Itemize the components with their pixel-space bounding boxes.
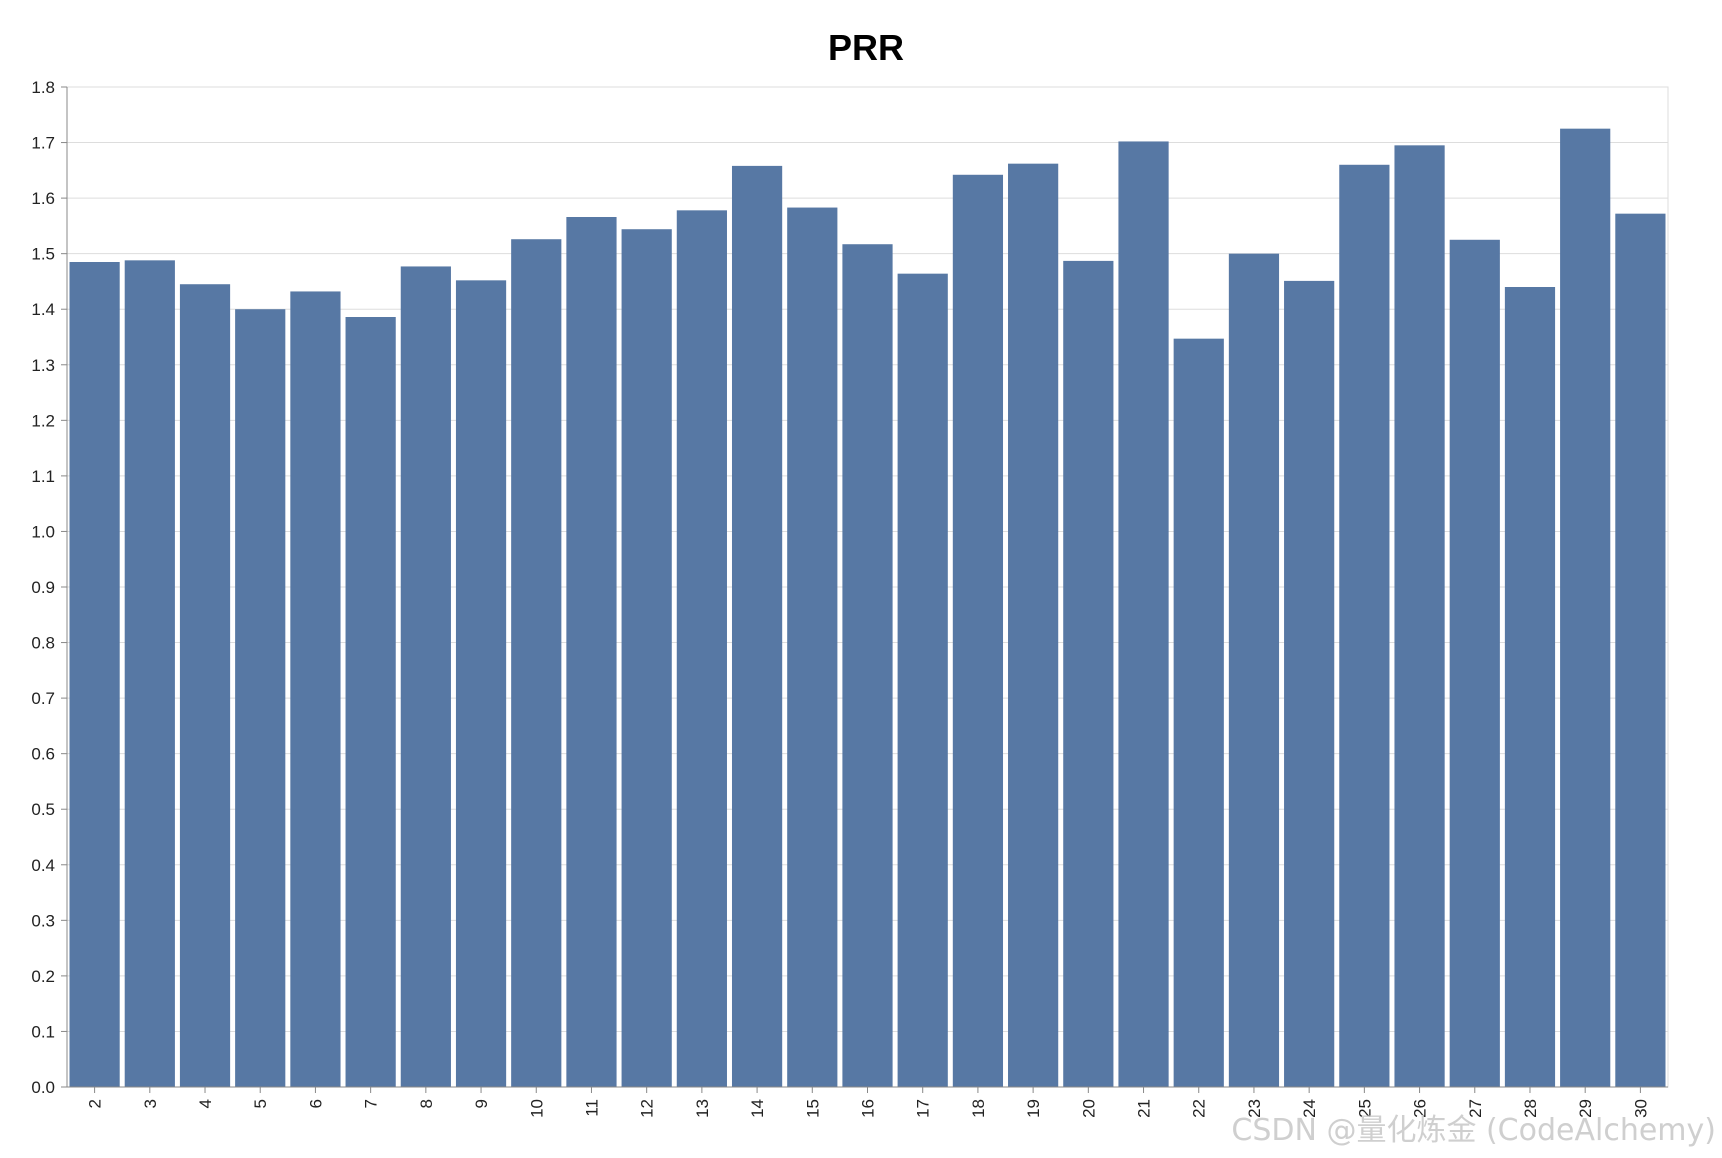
y-tick-label: 1.0	[31, 522, 55, 541]
x-tick-label: 28	[1521, 1099, 1540, 1118]
bar	[1228, 253, 1280, 1087]
bar	[1449, 239, 1500, 1087]
bar	[566, 217, 617, 1087]
x-tick-label: 12	[638, 1099, 657, 1118]
bar	[787, 207, 838, 1088]
x-tick-label: 15	[803, 1099, 822, 1118]
x-tick-label: 4	[196, 1099, 215, 1108]
y-tick-label: 0.7	[31, 689, 55, 708]
x-tick-label: 10	[527, 1099, 546, 1118]
bar	[1284, 280, 1335, 1087]
x-tick-labels: 2 3 4 5 6 7 8 9 10 11 12 13 14 15 16 17 18 19 20 21 22 23 24 25…	[86, 1099, 1651, 1118]
x-tick-label: 19	[1024, 1099, 1043, 1118]
y-tick-label: 0.3	[31, 911, 55, 930]
y-tick-label: 0.4	[31, 856, 55, 875]
bar	[1173, 338, 1224, 1088]
bar	[1063, 260, 1114, 1087]
bar	[455, 280, 507, 1087]
x-tick-label: 24	[1300, 1099, 1319, 1118]
x-tick-label: 26	[1411, 1099, 1430, 1118]
bar	[69, 262, 120, 1087]
x-tick-label: 23	[1245, 1099, 1264, 1118]
x-tick-label: 17	[914, 1099, 933, 1118]
bar	[1394, 145, 1445, 1088]
x-tick-label: 9	[472, 1099, 491, 1108]
y-tick-label: 1.4	[31, 300, 55, 319]
bar	[511, 239, 562, 1087]
watermark-text: CSDN @量化炼金 (CodeAlchemy)	[1231, 1113, 1716, 1148]
x-tick-label: 14	[748, 1099, 767, 1118]
y-tick-label: 1.2	[31, 411, 55, 430]
y-tick-label: 0.0	[31, 1078, 55, 1097]
y-tick-label: 0.5	[31, 800, 55, 819]
x-tick-label: 25	[1355, 1099, 1374, 1118]
x-tick-label: 16	[859, 1099, 878, 1118]
x-tick-label: 29	[1576, 1099, 1595, 1118]
bar	[179, 284, 231, 1087]
x-tick-label: 20	[1079, 1099, 1098, 1118]
chart-title: PRR	[828, 27, 904, 68]
axes	[61, 86, 1668, 1093]
y-tick-label: 0.6	[31, 745, 55, 764]
bar	[1339, 164, 1390, 1087]
y-tick-label: 0.2	[31, 967, 55, 986]
x-tick-label: 2	[86, 1099, 105, 1108]
y-tick-label: 1.6	[31, 189, 55, 208]
y-tick-label: 1.7	[31, 134, 55, 153]
bar	[1615, 213, 1666, 1087]
y-tick-label: 1.3	[31, 356, 55, 375]
bar	[676, 210, 727, 1088]
x-tick-label: 18	[969, 1099, 988, 1118]
x-tick-label: 27	[1466, 1099, 1485, 1118]
x-tick-label: 11	[582, 1099, 601, 1117]
x-tick-label: 6	[306, 1099, 325, 1108]
x-tick-label: 13	[693, 1099, 712, 1118]
x-tick-label: 7	[362, 1099, 381, 1108]
bar	[621, 229, 672, 1087]
y-tick-labels: 0.0 0.1 0.2 0.3 0.4 0.5 0.6 0.7 0.8 0.9 1.0 1.1 1.2 1…	[31, 78, 55, 1097]
x-tick-label: 30	[1631, 1099, 1650, 1118]
bar	[1008, 163, 1059, 1087]
bar	[400, 266, 451, 1087]
y-tick-label: 1.8	[31, 78, 55, 97]
x-tick-label: 8	[417, 1099, 436, 1108]
bar	[731, 165, 783, 1087]
bar	[345, 317, 396, 1087]
bar	[124, 260, 175, 1087]
y-tick-label: 0.9	[31, 578, 55, 597]
bar	[842, 244, 893, 1087]
bar	[897, 273, 948, 1088]
y-tick-label: 1.5	[31, 245, 55, 264]
bars	[69, 128, 1666, 1088]
x-tick-label: 21	[1135, 1099, 1154, 1118]
bar	[1118, 141, 1169, 1087]
y-tick-label: 0.1	[31, 1022, 55, 1041]
x-tick-label: 3	[141, 1099, 160, 1108]
bar	[1560, 128, 1611, 1087]
bar	[1504, 287, 1556, 1087]
bar	[952, 174, 1004, 1087]
bar	[290, 291, 341, 1087]
x-tick-label: 22	[1190, 1099, 1209, 1118]
bar	[235, 309, 286, 1087]
y-tick-label: 1.1	[31, 467, 55, 486]
y-tick-label: 0.8	[31, 634, 55, 653]
x-tick-label: 5	[251, 1099, 270, 1108]
